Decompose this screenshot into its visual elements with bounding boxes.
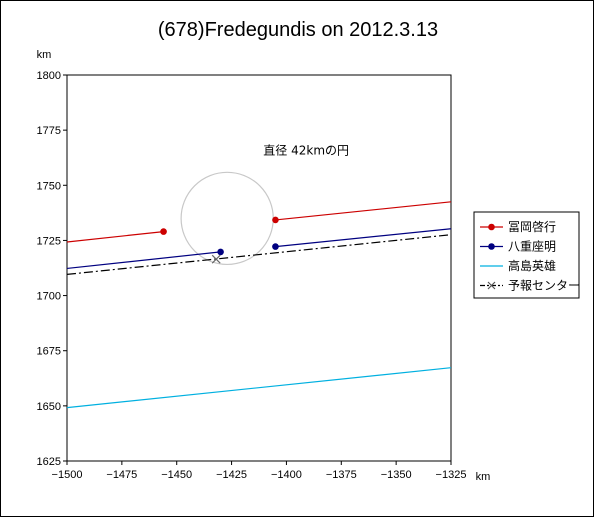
y-unit-label: km: [37, 49, 52, 61]
x-tick-label: −1400: [271, 469, 302, 481]
x-tick-label: −1425: [216, 469, 247, 481]
x-tick-label: −1375: [326, 469, 357, 481]
y-tick-label: 1750: [37, 180, 61, 192]
y-tick-label: 1800: [37, 70, 61, 82]
y-tick-label: 1625: [37, 456, 61, 468]
legend-marker-0: [488, 223, 495, 231]
series-line-2: [66, 367, 452, 409]
x-unit-label: km: [476, 471, 491, 483]
y-tick-label: 1675: [37, 346, 61, 358]
x-tick-label: −1350: [381, 469, 412, 481]
series-line-1: [275, 228, 452, 248]
x-tick-label: −1500: [52, 469, 83, 481]
series-line-0: [66, 231, 164, 243]
legend-label-0: 冨岡啓行: [508, 219, 556, 234]
legend-marker-1: [488, 243, 495, 250]
series-point-1: [217, 248, 224, 256]
series-point-0: [272, 216, 279, 224]
x-tick-label: −1450: [161, 469, 192, 481]
legend-marker-3: [487, 281, 496, 290]
y-tick-label: 1650: [37, 401, 61, 413]
y-tick-label: 1775: [37, 125, 61, 137]
series-line-0: [275, 201, 452, 221]
x-tick-label: −1325: [436, 469, 467, 481]
series-point-1: [272, 243, 279, 250]
circle-annotation: 直径 42kmの円: [263, 143, 349, 157]
legend-label-2: 高島英雄: [508, 258, 556, 273]
y-tick-label: 1700: [37, 291, 61, 303]
legend-label-1: 八重座明: [508, 239, 556, 254]
diameter-circle: [180, 171, 274, 266]
series-point-0: [160, 228, 167, 235]
x-tick-label: −1475: [106, 469, 137, 481]
legend-label-3: 予報センター: [508, 279, 580, 293]
y-tick-label: 1725: [37, 235, 61, 247]
series-point-3: [211, 254, 221, 264]
series-line-1: [66, 251, 221, 270]
series-line-3: [66, 234, 452, 275]
chart-title: (678)Fredegundis on 2012.3.13: [157, 19, 439, 41]
